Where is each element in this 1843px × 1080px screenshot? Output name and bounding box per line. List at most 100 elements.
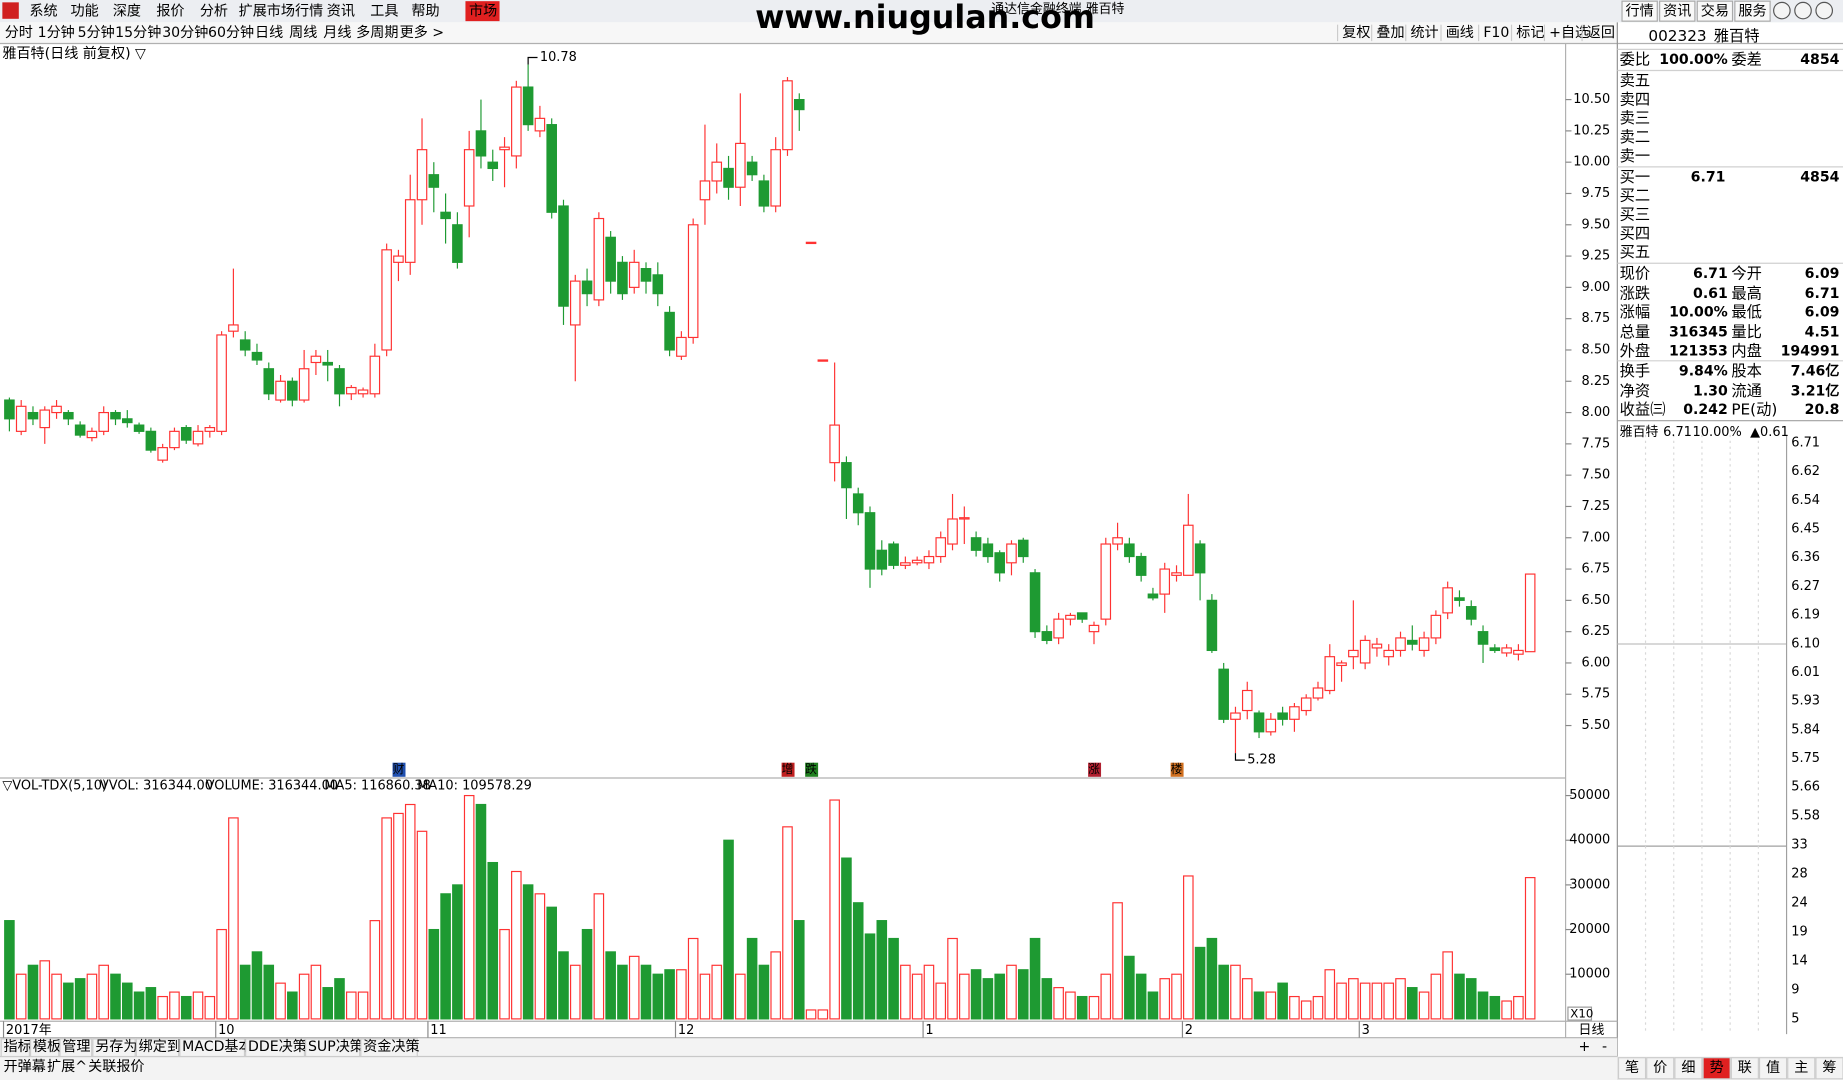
period-tab[interactable]: 更多 > <box>400 24 444 41</box>
event-marker[interactable] <box>781 762 795 777</box>
window-close[interactable] <box>1815 1 1834 20</box>
menu-button[interactable] <box>1734 0 1771 22</box>
quote-value: 6.71 <box>1805 286 1840 302</box>
volume-bar <box>1300 1000 1312 1020</box>
bottom-tab[interactable] <box>179 1038 246 1058</box>
candle-body <box>169 430 180 449</box>
period-tab[interactable]: 分时 <box>5 25 33 41</box>
candle-body <box>770 149 781 207</box>
tool-button[interactable]: +自选 <box>1549 25 1589 41</box>
zoom-button[interactable]: - <box>1602 1039 1607 1055</box>
y-tick-label: 5.50 <box>1582 718 1611 733</box>
window-restore[interactable] <box>1794 1 1812 20</box>
menu-item[interactable]: 帮助 <box>411 4 439 20</box>
mini-tab[interactable] <box>1674 1057 1703 1080</box>
mini-tab[interactable] <box>1787 1057 1816 1080</box>
bottom-tab-label[interactable]: 开弹幕 <box>4 1059 46 1075</box>
legend-entry: VOLUME: 316344.00 <box>206 779 338 794</box>
y-tick-label: 8.00 <box>1582 405 1611 420</box>
menu-button[interactable] <box>1696 0 1734 22</box>
menu-item[interactable]: 分析 <box>200 4 228 20</box>
quote-label: 流通 <box>1731 382 1762 400</box>
menu-button[interactable] <box>1621 0 1658 22</box>
menu-item[interactable]: 工具 <box>370 4 398 20</box>
volume-bar <box>876 920 888 1020</box>
period-tab[interactable]: 1分钟 <box>38 24 75 41</box>
window-minimize[interactable] <box>1773 1 1791 20</box>
bottom-tab-label[interactable]: 关联报价 <box>88 1059 144 1075</box>
y-tick-label: 6.25 <box>1582 624 1611 639</box>
period-tab[interactable]: 月线 <box>323 25 351 41</box>
bottom-tab[interactable] <box>135 1038 180 1058</box>
menu-item[interactable]: 功能 <box>71 4 99 20</box>
volume-bar <box>192 991 204 1020</box>
candle-body <box>569 280 581 326</box>
candle-body <box>1253 712 1265 733</box>
high-annotation: 10.78 <box>540 50 577 65</box>
period-tab[interactable]: 5分钟 <box>78 24 115 41</box>
mini-tab[interactable] <box>1702 1057 1731 1080</box>
volume-bar <box>1277 982 1288 1020</box>
bottom-tab-label[interactable]: 扩展^ <box>47 1059 87 1075</box>
event-marker[interactable] <box>392 762 406 777</box>
period-tab[interactable]: 15分钟 <box>115 24 161 41</box>
menu-button[interactable] <box>1659 0 1696 22</box>
zoom-button[interactable]: + <box>1579 1039 1591 1055</box>
mini-tab[interactable] <box>1617 1057 1647 1080</box>
menu-item[interactable]: 系统 <box>29 4 57 20</box>
event-marker[interactable] <box>805 762 819 777</box>
bottom-tab[interactable] <box>92 1038 136 1058</box>
x-tick-label: 3 <box>1362 1023 1370 1038</box>
stock-code: 002323 <box>1648 27 1706 45</box>
candle-body <box>935 537 947 558</box>
period-tab[interactable]: 周线 <box>289 25 317 41</box>
mini-tab[interactable] <box>1646 1057 1675 1080</box>
tool-button[interactable]: 画线 <box>1446 25 1474 41</box>
bottom-tab[interactable] <box>305 1038 361 1058</box>
quote-value: 6.09 <box>1805 266 1840 282</box>
candle-body <box>911 559 923 564</box>
mini-tab[interactable] <box>1758 1057 1788 1080</box>
volume-bar <box>1159 978 1171 1020</box>
tool-button[interactable]: 叠加 <box>1376 25 1404 41</box>
bid-label: 买二 <box>1620 187 1651 205</box>
event-marker[interactable] <box>1170 762 1184 777</box>
bottom-tab[interactable] <box>59 1038 93 1058</box>
bottom-tab-label: 资金决策 <box>363 1038 419 1055</box>
market-button[interactable] <box>465 1 500 22</box>
quote-label: 委差 <box>1731 50 1762 68</box>
bottom-tab[interactable] <box>29 1038 60 1058</box>
bottom-tab[interactable] <box>0 1038 30 1058</box>
bottom-tab[interactable] <box>245 1038 306 1058</box>
tool-button[interactable]: 返回 <box>1587 25 1615 41</box>
candle-body <box>4 399 15 420</box>
tool-button[interactable]: 统计 <box>1410 25 1438 41</box>
tool-button[interactable]: 标记 <box>1516 25 1544 41</box>
tool-button[interactable]: 复权 <box>1342 24 1370 41</box>
tool-button[interactable]: F10 <box>1483 25 1509 41</box>
candle-body <box>723 167 734 188</box>
mini-tab[interactable] <box>1730 1057 1759 1080</box>
menu-item[interactable]: 扩展市场行情 <box>239 3 324 20</box>
volume-bar <box>1348 978 1359 1020</box>
period-tab[interactable]: 日线 <box>255 25 283 41</box>
mini-tab-label: 主 <box>1794 1060 1808 1076</box>
menu-item[interactable]: 深度 <box>113 4 141 20</box>
menu-item[interactable]: 报价 <box>156 4 184 20</box>
candle-body <box>676 336 687 357</box>
period-tab[interactable]: 多周期 <box>356 24 398 41</box>
candle-body <box>1324 656 1336 692</box>
menu-item[interactable]: 资讯 <box>327 4 355 20</box>
period-tab[interactable]: 60分钟 <box>208 24 254 41</box>
candle-body <box>994 552 1005 574</box>
candle-body <box>1100 543 1112 620</box>
volume-bar <box>452 884 463 1020</box>
period-tab[interactable]: 30分钟 <box>162 24 208 41</box>
bottom-tab[interactable] <box>360 1038 418 1058</box>
y-tick-label: 8.50 <box>1582 342 1611 357</box>
quote-value: 6.71 <box>1693 266 1728 282</box>
quote-label: 换手 <box>1620 362 1651 380</box>
volume-bar <box>817 1009 829 1020</box>
candle-body <box>428 174 440 188</box>
event-marker[interactable] <box>1088 762 1102 777</box>
